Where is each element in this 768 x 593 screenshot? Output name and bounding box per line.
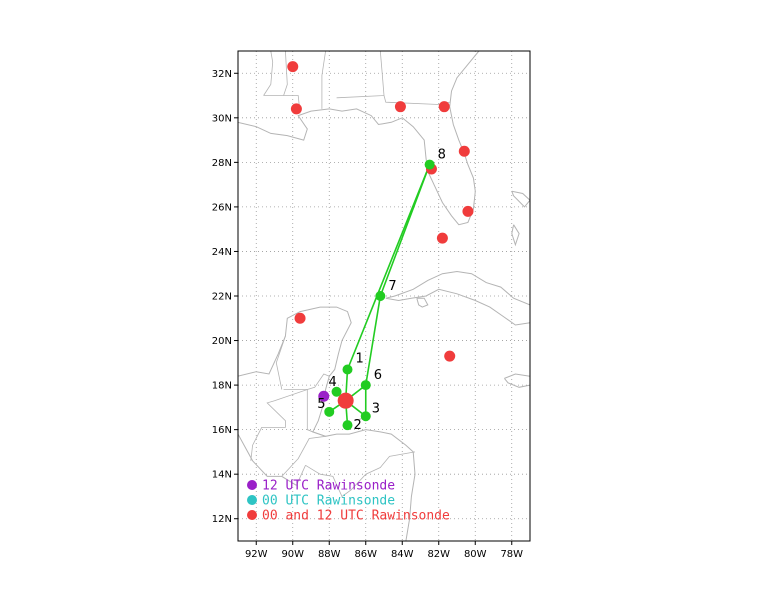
legend-swatch-twice_daily [247,510,257,520]
y-tick-label: 16N [212,425,232,436]
legend-label-utc00: 00 UTC Rawinsonde [262,494,395,509]
station-marker-twice-daily [444,350,456,362]
coastline [416,297,429,308]
axis-ticks: 92W 90W 88W 86W 84W 82W 80W 78W 12N 14N 16N 18N 20N 2… [212,69,523,560]
legend-swatch-utc12 [247,480,257,490]
station-marker-twice-daily [438,101,450,113]
station-marker-12utc [318,390,330,402]
drop-point-label-8: 8 [438,148,446,163]
political-border [250,388,313,461]
political-border [283,51,288,96]
station-marker-twice-daily [462,205,474,217]
y-tick-label: 30N [212,113,232,124]
y-tick-label: 28N [212,158,232,169]
drop-point-label-5: 5 [317,397,325,412]
coastline [385,270,530,326]
coastline [511,224,520,247]
x-tick-label: 86W [354,549,377,560]
drop-point-6 [360,380,371,391]
political-border [263,51,274,96]
station-marker-twice-daily [294,312,306,324]
station-marker-twice-daily [287,61,299,73]
y-tick-label: 24N [212,247,232,258]
legend-label-utc12: 12 UTC Rawinsonde [262,479,395,494]
drop-point-8 [424,159,435,170]
political-border [305,451,416,498]
drop-point-label-6: 6 [374,368,382,383]
political-border [307,429,326,437]
political-border [321,51,326,109]
x-tick-label: 88W [318,549,341,560]
drop-point-label-7: 7 [388,279,396,294]
station-marker-twice-daily [290,103,302,115]
station-marker-twice-daily [436,232,448,244]
drop-point-5 [324,406,335,417]
track-segment [346,164,431,370]
rawinsonde-stations [287,61,474,409]
x-tick-label: 78W [500,549,523,560]
drop-point-2 [342,420,353,431]
x-tick-label: 82W [427,549,450,560]
y-tick-label: 18N [212,381,232,392]
y-tick-label: 26N [212,202,232,213]
coastline [511,190,530,208]
x-tick-label: 84W [391,549,414,560]
track-segment [364,295,382,386]
legend-label-twice_daily: 00 and 12 UTC Rawinsonde [262,509,450,524]
coastline [504,373,530,388]
drop-point-label-4: 4 [329,375,337,390]
political-border [275,335,286,390]
political-border [307,373,330,390]
drop-point-label-3: 3 [372,401,380,416]
y-tick-label: 22N [212,292,232,303]
political-border [281,435,326,477]
drop-point-4 [331,386,342,397]
political-border [296,465,306,486]
drop-point-label-2: 2 [354,418,362,433]
coastline [238,433,297,486]
x-tick-label: 90W [281,549,304,560]
drop-point-1 [342,364,353,375]
legend-swatch-utc00 [247,495,257,505]
station-marker-twice-daily [337,392,354,409]
track-segment [379,164,431,297]
x-tick-label: 80W [464,549,487,560]
coastline [238,306,416,541]
station-marker-twice-daily [394,101,406,113]
y-tick-label: 20N [212,336,232,347]
y-tick-label: 12N [212,514,232,525]
station-marker-twice-daily [458,145,470,157]
drop-point-label-1: 1 [356,352,364,367]
drop-point-7 [375,291,386,301]
political-border [336,51,385,99]
drop-point-3 [360,411,371,422]
y-tick-label: 32N [212,69,232,80]
y-tick-label: 14N [212,470,232,481]
x-tick-label: 92W [245,549,268,560]
gridlines [238,51,530,541]
drop-points [324,159,435,431]
